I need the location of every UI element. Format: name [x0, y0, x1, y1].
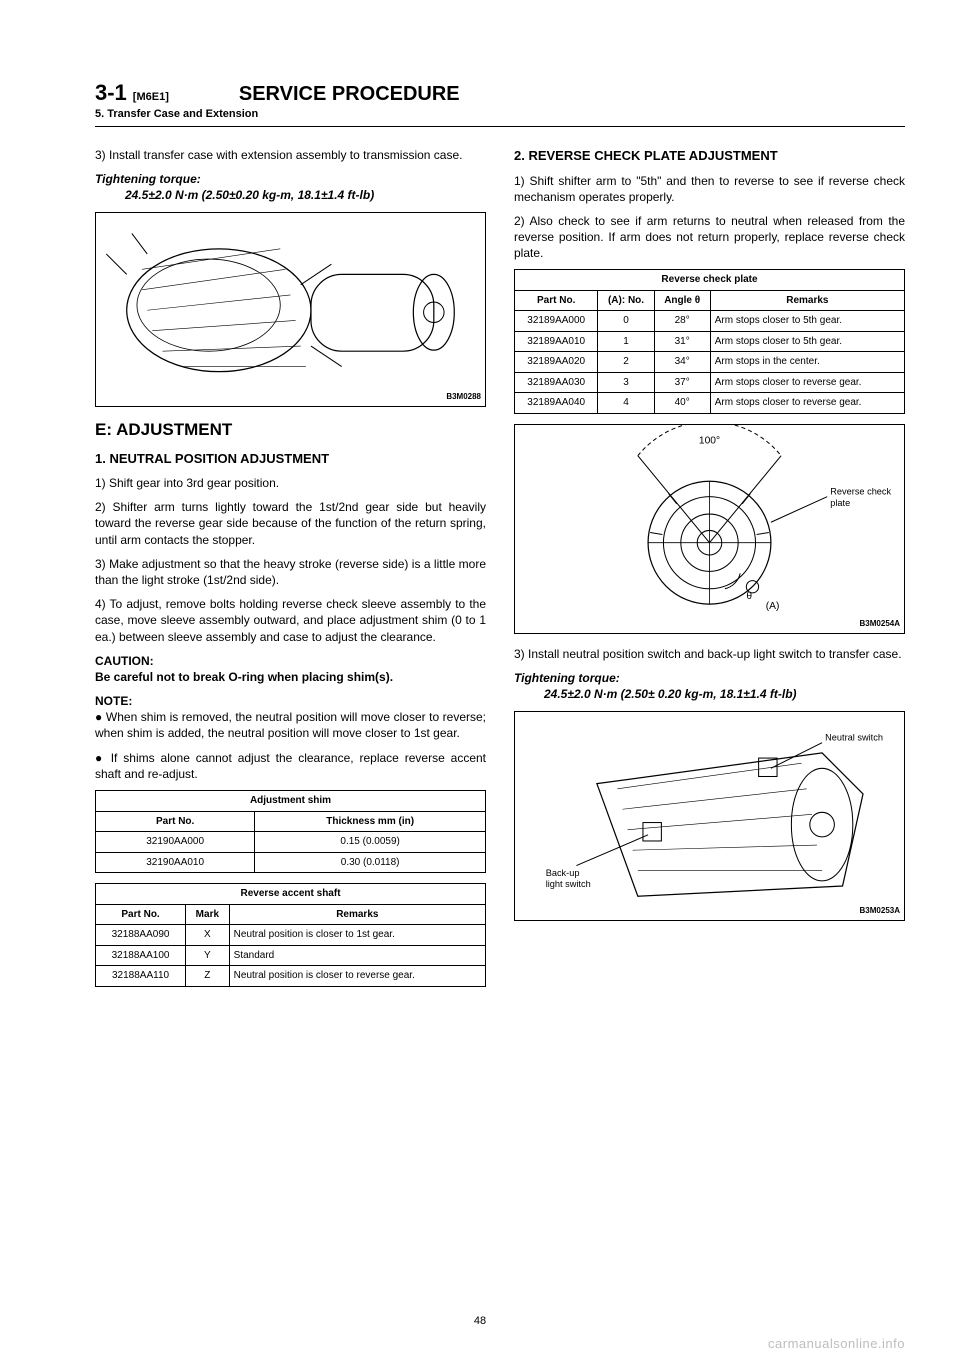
fig1-code: B3M0288: [446, 392, 481, 403]
right-torque-value: 24.5±2.0 N·m (2.50± 0.20 kg-m, 18.1±1.4 …: [514, 686, 905, 702]
header-row: 3-1 [M6E1] SERVICE PROCEDURE: [95, 80, 905, 106]
left-p2: 2) Shifter arm turns lightly toward the …: [95, 499, 486, 548]
accent-h1: Mark: [186, 904, 230, 925]
subheading: 5. Transfer Case and Extension: [95, 108, 905, 120]
left-p1: 1) Shift gear into 3rd gear position.: [95, 475, 486, 491]
plate-h3: Remarks: [710, 290, 904, 311]
caution-text: Be careful not to break O-ring when plac…: [95, 669, 486, 685]
left-p3: 3) Make adjustment so that the heavy str…: [95, 556, 486, 588]
left-p4: 4) To adjust, remove bolts holding rever…: [95, 596, 486, 645]
heading-e: E: ADJUSTMENT: [95, 419, 486, 442]
table-row: 32189AA020 2 34° Arm stops in the center…: [515, 352, 905, 373]
neutral-switch-label: Neutral switch: [825, 732, 883, 742]
fig2-code: B3M0254A: [860, 619, 900, 630]
fig2-plate-label: Reverse check: [830, 487, 891, 497]
plate-table: Reverse check plate Part No. (A): No. An…: [514, 269, 905, 414]
fig2-plate-label2: plate: [830, 498, 850, 508]
left-torque-label: Tightening torque:: [95, 171, 486, 187]
table-row: 32190AA010 0.30 (0.0118): [96, 852, 486, 873]
service-title: SERVICE PROCEDURE: [239, 83, 460, 106]
fig2-top-label: 100°: [699, 435, 720, 446]
table-row: 32188AA090 X Neutral position is closer …: [96, 925, 486, 946]
accent-table: Reverse accent shaft Part No. Mark Remar…: [95, 883, 486, 987]
check-plate-illustration: 100°: [515, 425, 904, 635]
table-row: 32189AA010 1 31° Arm stops closer to 5th…: [515, 331, 905, 352]
switches-illustration: Neutral switch Back-up light switch: [515, 712, 904, 922]
shim-h0: Part No.: [96, 811, 255, 832]
heading-2: 2. REVERSE CHECK PLATE ADJUSTMENT: [514, 147, 905, 165]
shim-title: Adjustment shim: [96, 791, 486, 812]
right-p3: 3) Install neutral position switch and b…: [514, 646, 905, 662]
accent-h0: Part No.: [96, 904, 186, 925]
shim-h1: Thickness mm (in): [255, 811, 486, 832]
note-label: NOTE:: [95, 693, 486, 709]
left-step3: 3) Install transfer case with extension …: [95, 147, 486, 163]
figure-switches: Neutral switch Back-up light switch B3M0…: [514, 711, 905, 921]
header-rule: [95, 126, 905, 127]
content-columns: 3) Install transfer case with extension …: [95, 147, 905, 997]
note-b1: ● When shim is removed, the neutral posi…: [95, 709, 486, 741]
heading-1: 1. NEUTRAL POSITION ADJUSTMENT: [95, 450, 486, 468]
figure-transmission: B3M0288: [95, 212, 486, 407]
backup-label2: light switch: [546, 879, 591, 889]
plate-h1: (A): No.: [598, 290, 654, 311]
note-b2: ● If shims alone cannot adjust the clear…: [95, 750, 486, 782]
fig2-a-label: (A): [766, 601, 780, 612]
right-torque-label: Tightening torque:: [514, 670, 905, 686]
table-row: 32189AA030 3 37° Arm stops closer to rev…: [515, 372, 905, 393]
plate-title: Reverse check plate: [515, 270, 905, 291]
figure-check-plate: 100°: [514, 424, 905, 634]
accent-h2: Remarks: [229, 904, 485, 925]
table-row: 32190AA000 0.15 (0.0059): [96, 832, 486, 853]
accent-title: Reverse accent shaft: [96, 884, 486, 905]
right-p2: 2) Also check to see if arm returns to n…: [514, 213, 905, 262]
table-row: 32188AA100 Y Standard: [96, 945, 486, 966]
shim-table: Adjustment shim Part No. Thickness mm (i…: [95, 790, 486, 873]
watermark: carmanualsonline.info: [768, 1336, 905, 1351]
right-p1: 1) Shift shifter arm to "5th" and then t…: [514, 173, 905, 205]
table-row: 32189AA000 0 28° Arm stops closer to 5th…: [515, 311, 905, 332]
plate-h2: Angle θ: [654, 290, 710, 311]
section-number: 3-1: [95, 80, 127, 106]
table-row: 32189AA040 4 40° Arm stops closer to rev…: [515, 393, 905, 414]
caution-label: CAUTION:: [95, 653, 486, 669]
table-row: 32188AA110 Z Neutral position is closer …: [96, 966, 486, 987]
fig3-code: B3M0253A: [860, 906, 900, 917]
page-number: 48: [474, 1315, 486, 1327]
section-tag: [M6E1]: [133, 91, 169, 103]
transmission-illustration: [96, 213, 485, 408]
left-column: 3) Install transfer case with extension …: [95, 147, 486, 997]
plate-h0: Part No.: [515, 290, 598, 311]
page: 3-1 [M6E1] SERVICE PROCEDURE 5. Transfer…: [0, 0, 960, 1357]
right-column: 2. REVERSE CHECK PLATE ADJUSTMENT 1) Shi…: [514, 147, 905, 997]
backup-label1: Back-up: [546, 867, 580, 877]
fig2-theta: θ: [746, 591, 752, 602]
left-torque-value: 24.5±2.0 N·m (2.50±0.20 kg-m, 18.1±1.4 f…: [95, 187, 486, 203]
